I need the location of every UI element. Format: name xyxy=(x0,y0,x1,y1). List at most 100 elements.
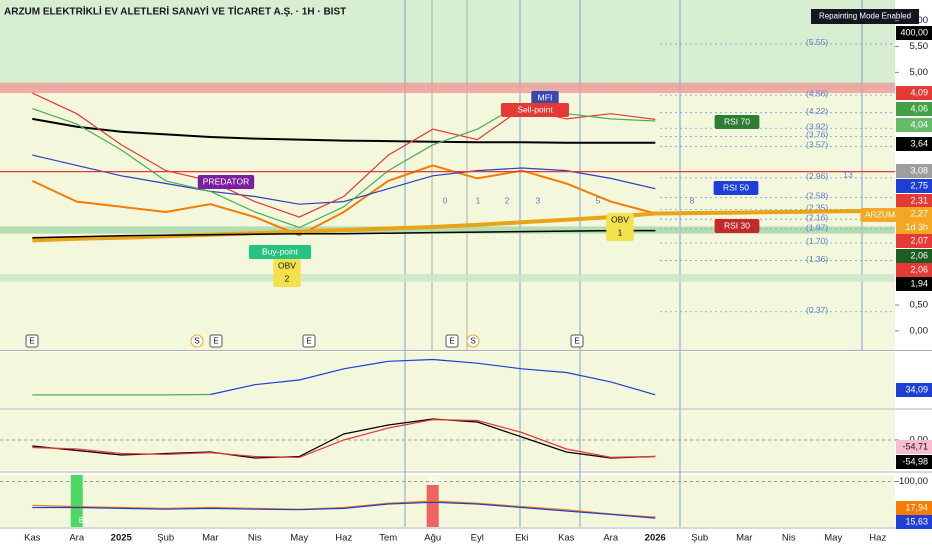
price-badge xyxy=(896,118,932,132)
price-badge xyxy=(896,249,932,263)
price-badge-text: 3,08 xyxy=(910,165,928,175)
x-tick-label: Eyl xyxy=(471,533,484,544)
fib-count: 5 xyxy=(596,195,601,205)
price-badge xyxy=(896,137,932,151)
price-badge xyxy=(896,164,932,178)
panel-bg xyxy=(0,475,895,527)
x-tick-label: Mar xyxy=(736,533,752,544)
fib-count: 3 xyxy=(536,195,541,205)
chart-title: ARZUM ELEKTRİKLİ EV ALETLERİ SANAYİ VE T… xyxy=(4,5,346,18)
x-tick-label: Kas xyxy=(24,533,41,544)
price-badge xyxy=(896,440,932,454)
event-label: E xyxy=(449,337,454,346)
event-label: E xyxy=(574,337,579,346)
price-badge-text: 15,63 xyxy=(905,516,928,526)
event-marker xyxy=(209,334,223,348)
price-badge-text: 2,27 xyxy=(910,208,928,218)
annotation-box xyxy=(713,181,759,195)
price-badge xyxy=(896,26,932,40)
x-tick-label: 2025 xyxy=(111,533,133,544)
fib-label: (5.55) xyxy=(806,37,828,47)
event-label: S xyxy=(470,337,475,346)
x-tick-label: Nis xyxy=(248,533,262,544)
x-tick-label: Nis xyxy=(782,533,796,544)
annotation-box xyxy=(501,103,569,117)
series-line xyxy=(32,229,656,239)
fib-label: (4.56) xyxy=(806,88,828,98)
fib-label: (3.92) xyxy=(806,121,828,131)
price-badge xyxy=(896,194,932,208)
x-tick-label: Mar xyxy=(202,533,218,544)
event-label: E xyxy=(213,337,218,346)
signal-bar xyxy=(70,475,83,527)
fib-count: 8 xyxy=(690,195,695,205)
annotation-sub: 2 xyxy=(285,273,290,283)
price-badge-text: 2,31 xyxy=(910,195,928,205)
annotation-text: RSI 70 xyxy=(724,116,750,126)
annotation-text: OBV xyxy=(611,214,629,224)
event-marker xyxy=(570,334,584,348)
event-label: S xyxy=(194,337,199,346)
fib-label: (3.57) xyxy=(806,140,828,150)
annotation-text: RSI 50 xyxy=(723,182,749,192)
annotation-box xyxy=(714,219,760,233)
y-tick-label: 0,00 xyxy=(910,325,929,336)
band xyxy=(0,226,895,234)
annotation-box xyxy=(531,91,559,105)
fib-label: (2.96) xyxy=(806,171,828,181)
price-badge-text: 2,06 xyxy=(910,250,928,260)
annotation-text: MFI xyxy=(538,92,553,102)
price-badge-text: -54,98 xyxy=(902,456,928,466)
price-badge-text: 17,94 xyxy=(905,502,928,512)
price-badge-text: 1,94 xyxy=(910,278,928,288)
annotation-text: ARZUM xyxy=(865,209,895,219)
x-tick-label: Ağu xyxy=(424,533,441,544)
fib-count: 2 xyxy=(505,195,510,205)
y-tick-label: 5,00 xyxy=(910,67,929,78)
price-badge-text: 2,06 xyxy=(910,264,928,274)
series-line xyxy=(32,501,656,519)
annotation-box xyxy=(714,115,760,129)
annotation-text: OBV xyxy=(278,260,296,270)
annotation-text: Buy-point xyxy=(262,246,299,256)
upper-zone xyxy=(0,0,895,90)
price-badge-text: -54,71 xyxy=(902,441,928,451)
event-label: E xyxy=(306,337,311,346)
y-tick-label: 5,50 xyxy=(910,41,929,52)
fib-count: 13 xyxy=(843,169,853,179)
price-badge xyxy=(896,207,932,221)
fib-label: (2.35) xyxy=(806,203,828,213)
y-tick-label: 6,00 xyxy=(910,15,929,26)
band xyxy=(0,82,895,94)
price-badge-text: 34,09 xyxy=(905,384,928,394)
x-tick-label: Ara xyxy=(603,533,619,544)
price-badge-text: 3,64 xyxy=(910,138,928,148)
annotation-box xyxy=(273,259,301,287)
series-line xyxy=(31,164,656,237)
annotation-text: Sell-point xyxy=(517,104,553,114)
panel-bg xyxy=(0,352,895,408)
series-line xyxy=(32,418,656,459)
annotation-text: RSI 30 xyxy=(724,220,750,230)
x-tick-label: Şub xyxy=(691,533,708,544)
price-badge xyxy=(896,455,932,469)
annotation-text: PREDATOR xyxy=(203,176,249,186)
x-tick-label: Eki xyxy=(515,533,528,544)
price-badge xyxy=(896,515,932,529)
event-marker xyxy=(190,334,204,348)
series-line xyxy=(210,358,656,396)
event-marker xyxy=(25,334,39,348)
price-badge-text: 4,04 xyxy=(910,119,928,129)
x-tick-label: Şub xyxy=(157,533,174,544)
x-tick-label: Ara xyxy=(69,533,85,544)
x-tick-label: May xyxy=(824,533,842,544)
price-badge-text: 2,07 xyxy=(910,235,928,245)
signal-label: Sell xyxy=(429,476,443,485)
fib-label: (3.76) xyxy=(806,130,828,140)
series-line xyxy=(32,154,656,205)
annotation-sub: 1 xyxy=(618,227,623,237)
band xyxy=(0,274,895,282)
x-tick-label: May xyxy=(290,533,308,544)
